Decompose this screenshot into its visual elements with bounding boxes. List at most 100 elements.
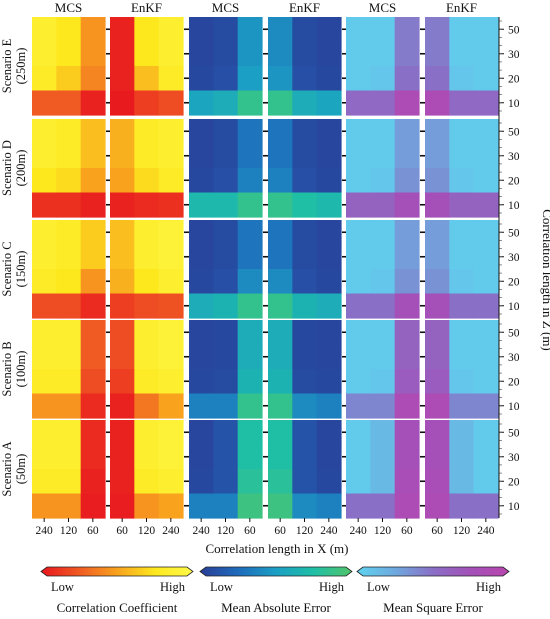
heatmap-cell <box>346 493 371 519</box>
heatmap-cell <box>32 90 57 116</box>
heatmap-panel <box>346 17 425 116</box>
z-tick-label: 10 <box>508 501 520 513</box>
heatmap-panel <box>425 17 499 116</box>
heatmap-cell <box>189 320 214 346</box>
heatmap-cell <box>292 66 318 92</box>
heatmap-cell <box>449 493 475 519</box>
heatmap-cell <box>473 41 499 67</box>
heatmap-cell <box>237 192 263 218</box>
heatmap-cell <box>394 293 420 319</box>
heatmap-panel <box>110 220 189 319</box>
heatmap-cell <box>316 192 342 218</box>
heatmap-cell <box>32 41 57 67</box>
heatmap-cell <box>158 420 184 446</box>
heatmap-cell <box>110 320 135 346</box>
heatmap-cell <box>473 192 499 218</box>
x-tick-label: 60 <box>401 525 413 537</box>
heatmap-cell <box>449 143 475 169</box>
heatmap-cell <box>213 344 239 370</box>
heatmap-cell <box>473 344 499 370</box>
heatmap-cell <box>449 168 475 194</box>
heatmap-panel <box>32 119 111 218</box>
heatmap-cell <box>110 269 135 295</box>
heatmap-cell <box>292 244 318 270</box>
x-tick-label: 240 <box>350 525 368 537</box>
colorbar-title: Mean Square Error <box>383 600 483 615</box>
heatmap-cell <box>370 369 396 395</box>
heatmap-cell <box>32 293 57 319</box>
scenario-label: Scenario E (250m) <box>0 38 28 93</box>
heatmap-cell <box>110 469 135 495</box>
heatmap-cell <box>346 420 371 446</box>
heatmap-cell <box>110 393 135 419</box>
heatmap-cell <box>292 17 318 43</box>
heatmap-panel <box>268 220 347 319</box>
heatmap-panel <box>268 320 347 419</box>
z-axis: 50 30 20 10 50 30 20 10 50 30 20 10 50 30 20 10 50 30 20 10 <box>498 17 520 518</box>
heatmap-cell <box>237 369 263 395</box>
heatmap-cell <box>292 320 318 346</box>
heatmap-cell <box>292 119 318 145</box>
heatmap-panel <box>346 320 425 419</box>
heatmap-cell <box>449 17 475 43</box>
heatmap-cell <box>394 192 420 218</box>
heatmap-cell <box>292 168 318 194</box>
heatmap-cell <box>370 269 396 295</box>
colorbar-high-label: High <box>476 580 502 594</box>
heatmap-cell <box>449 90 475 116</box>
heatmap-cell <box>32 143 57 169</box>
heatmap-cell <box>189 369 214 395</box>
heatmap-cell <box>346 168 371 194</box>
heatmap-cell <box>158 220 184 246</box>
column-title: MCS <box>369 0 396 15</box>
heatmap-cell <box>268 269 293 295</box>
heatmap-cell <box>394 220 420 246</box>
heatmap-cell <box>213 444 239 470</box>
heatmap-panel <box>189 119 268 218</box>
heatmap-cell <box>346 66 371 92</box>
z-tick-label: 30 <box>508 151 520 163</box>
heatmap-cell <box>158 444 184 470</box>
heatmap-cell <box>80 66 106 92</box>
z-tick-label: 10 <box>508 98 520 110</box>
heatmap-cell <box>134 66 160 92</box>
heatmap-cell <box>237 420 263 446</box>
heatmap-cell <box>473 293 499 319</box>
heatmap-cell <box>213 269 239 295</box>
heatmap-cell <box>189 90 214 116</box>
heatmap-cell <box>80 119 106 145</box>
heatmap-cell <box>189 168 214 194</box>
scenario-label: Scenario C (150m) <box>0 241 28 296</box>
heatmap-cell <box>370 90 396 116</box>
heatmap-cell <box>268 143 293 169</box>
heatmap-cell <box>316 90 342 116</box>
heatmap-cell <box>316 493 342 519</box>
heatmap-cell <box>370 420 396 446</box>
z-tick-label: 20 <box>508 376 520 388</box>
heatmap-cell <box>80 444 106 470</box>
heatmap-cell <box>449 220 475 246</box>
scenario-label: Scenario A (50m) <box>0 441 28 496</box>
heatmap-cell <box>32 244 57 270</box>
heatmap-cell <box>158 143 184 169</box>
heatmap-cell <box>56 469 82 495</box>
heatmap-panel <box>425 420 499 519</box>
heatmap-cell <box>213 66 239 92</box>
heatmap-cell <box>449 192 475 218</box>
heatmap-cell <box>425 469 450 495</box>
heatmap-cell <box>134 444 160 470</box>
heatmap-panel <box>346 420 425 519</box>
heatmap-panel <box>268 119 347 218</box>
colorbar-legends: Low High Correlation Coefficient Low High Mea… <box>40 566 510 615</box>
heatmap-cell <box>425 220 450 246</box>
heatmap-cell <box>370 168 396 194</box>
heatmap-cell <box>134 293 160 319</box>
z-tick-label: 30 <box>508 452 520 464</box>
heatmap-cell <box>110 293 135 319</box>
heatmap-cell <box>316 469 342 495</box>
heatmap-panel <box>189 420 268 519</box>
heatmap-cell <box>134 192 160 218</box>
heatmap-cell <box>346 90 371 116</box>
heatmap-cell <box>449 293 475 319</box>
heatmap-cell <box>213 90 239 116</box>
